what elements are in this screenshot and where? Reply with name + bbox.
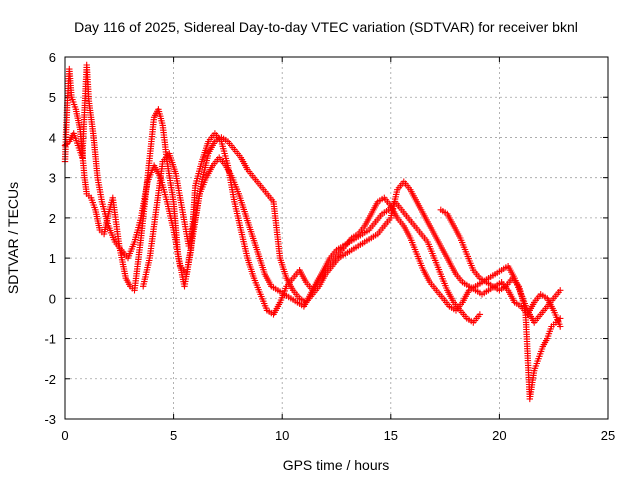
- y-tick-label: 1: [49, 251, 56, 266]
- x-tick-label: 5: [170, 428, 177, 443]
- x-tick-label: 10: [275, 428, 289, 443]
- x-tick-label: 20: [492, 428, 506, 443]
- y-tick-label: 4: [49, 130, 56, 145]
- x-tick-label: 15: [384, 428, 398, 443]
- series-track-4: [437, 206, 564, 403]
- plot-area-frame: [64, 56, 609, 420]
- y-tick-label: 6: [49, 50, 56, 65]
- x-tick-label: 25: [601, 428, 615, 443]
- y-tick-label: 0: [49, 291, 56, 306]
- chart-title: Day 116 of 2025, Sidereal Day-to-day VTE…: [74, 19, 578, 35]
- y-axis-label: SDTVAR / TECUs: [5, 182, 21, 294]
- grid: [65, 57, 608, 419]
- y-tick-label: -1: [44, 332, 56, 347]
- y-tick-label: 5: [49, 90, 56, 105]
- x-axis-label: GPS time / hours: [283, 457, 390, 473]
- axis-ticks: 0 5 10 15 20 25 -3 -2 -1 0 1 2 3 4 5 6: [44, 50, 615, 443]
- y-tick-label: -3: [44, 412, 56, 427]
- y-tick-label: -2: [44, 372, 56, 387]
- series-track-2: [61, 61, 484, 326]
- y-tick-label: 2: [49, 211, 56, 226]
- data-point: [557, 287, 564, 294]
- data-points: [61, 61, 564, 403]
- data-point: [557, 315, 564, 322]
- x-tick-label: 0: [61, 428, 68, 443]
- y-tick-label: 3: [49, 171, 56, 186]
- data-point: [476, 311, 484, 318]
- data-point: [557, 323, 564, 330]
